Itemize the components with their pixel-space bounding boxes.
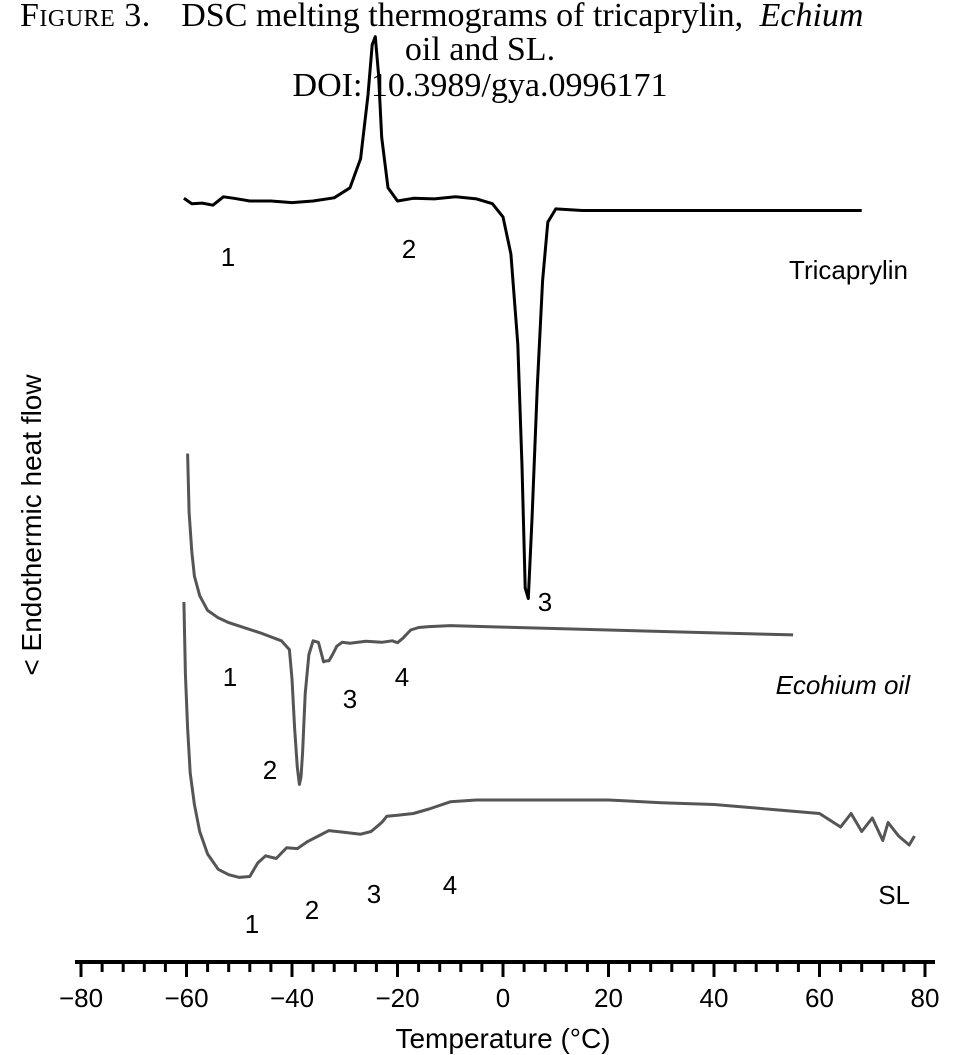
x-tick-label: −20 (375, 983, 419, 1013)
series-label-sl: SL (878, 880, 910, 910)
annotation-sl-3: 3 (367, 879, 381, 909)
series-line-ecohium-oil (186, 453, 794, 786)
caption-doi: DOI: 10.3989/gya.0996171 (293, 67, 668, 104)
curves-group (182, 35, 916, 879)
annotation-tricaprylin-1: 1 (221, 242, 235, 272)
figure-label: Figure 3. (20, 0, 151, 34)
series-label-ecohium-oil: Ecohium oil (776, 670, 912, 700)
annotation-ecohium-1: 1 (223, 662, 237, 692)
x-tick-label: −80 (59, 983, 103, 1013)
caption-line-2: oil and SL. (405, 31, 555, 68)
figure-caption: Figure 3. DSC melting thermograms of tri… (20, 0, 863, 34)
series-line-sl (182, 601, 916, 879)
annotation-ecohium-3: 3 (343, 684, 357, 714)
x-tick-label: 80 (911, 983, 940, 1013)
y-axis-title: < Endothermic heat flow (16, 374, 47, 676)
x-tick-label: 60 (805, 983, 834, 1013)
series-line-tricaprylin (183, 35, 862, 600)
annotation-sl-4: 4 (443, 870, 457, 900)
x-axis-title: Temperature (°C) (395, 1023, 610, 1054)
x-axis-ticks: −80 −60 −40 −20 0 20 40 60 80 (59, 962, 940, 1013)
x-tick-label: 40 (700, 983, 729, 1013)
x-tick-label: 20 (594, 983, 623, 1013)
annotation-sl-1: 1 (245, 909, 259, 939)
caption-italic: Echium (759, 0, 864, 34)
annotation-ecohium-4: 4 (395, 662, 409, 692)
caption-text: DSC melting thermograms of tricaprylin, (181, 0, 743, 34)
annotation-sl-2: 2 (305, 895, 319, 925)
x-tick-label: 0 (496, 983, 510, 1013)
annotation-tricaprylin-3: 3 (538, 587, 552, 617)
series-label-tricaprylin: Tricaprylin (789, 255, 908, 285)
annotation-ecohium-2: 2 (263, 755, 277, 785)
annotation-tricaprylin-2: 2 (402, 234, 416, 264)
x-tick-label: −40 (270, 983, 314, 1013)
x-tick-label: −60 (164, 983, 208, 1013)
